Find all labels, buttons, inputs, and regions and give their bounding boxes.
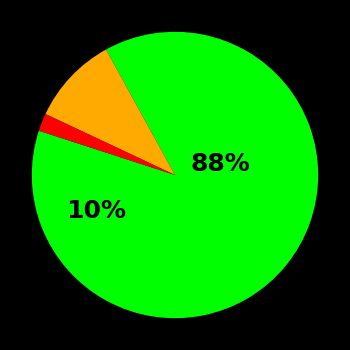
Wedge shape <box>46 50 175 175</box>
Wedge shape <box>32 32 318 318</box>
Text: 10%: 10% <box>66 199 126 223</box>
Text: 88%: 88% <box>191 152 251 176</box>
Wedge shape <box>39 114 175 175</box>
